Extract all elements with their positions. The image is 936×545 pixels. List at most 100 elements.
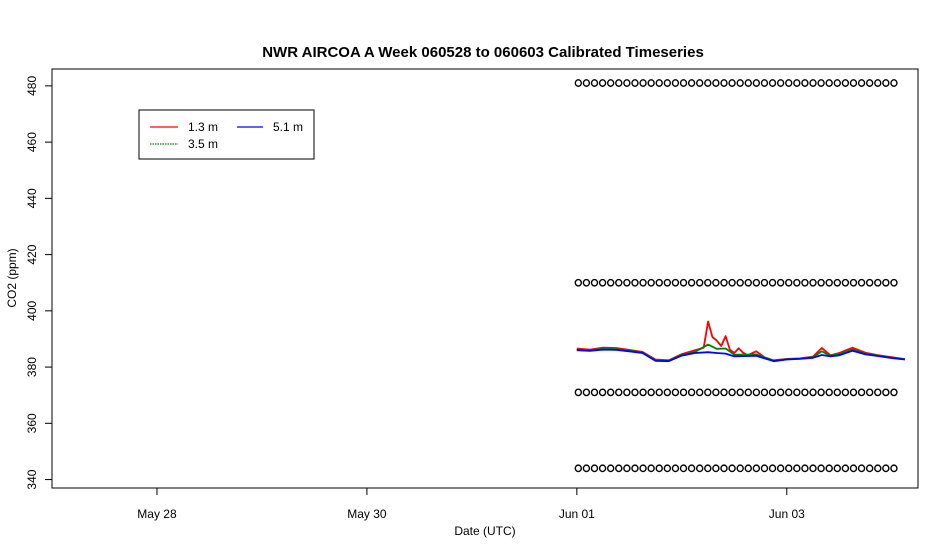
- reference-point: [736, 79, 744, 87]
- reference-point: [776, 278, 785, 287]
- reference-point: [841, 388, 850, 397]
- reference-point: [598, 79, 607, 87]
- reference-point: [696, 388, 704, 397]
- reference-point: [776, 464, 785, 473]
- reference-point: [736, 464, 744, 473]
- reference-point: [752, 464, 761, 473]
- reference-point: [874, 278, 882, 287]
- reference-point: [801, 278, 809, 287]
- reference-point: [736, 278, 744, 287]
- reference-point: [663, 388, 672, 397]
- reference-point: [679, 464, 688, 473]
- reference-point: [776, 388, 785, 397]
- reference-point: [598, 388, 607, 397]
- reference-point: [874, 388, 882, 397]
- reference-point: [606, 79, 615, 87]
- series-lines: [576, 320, 906, 363]
- reference-point: [785, 464, 793, 473]
- reference-point: [615, 79, 623, 87]
- reference-point: [623, 464, 631, 473]
- reference-point: [582, 278, 591, 287]
- reference-point: [752, 388, 761, 397]
- reference-point: [785, 388, 793, 397]
- reference-point: [857, 388, 866, 397]
- reference-point: [833, 79, 841, 87]
- reference-point: [793, 278, 801, 287]
- reference-point: [590, 278, 599, 287]
- reference-point: [865, 278, 874, 287]
- reference-point: [639, 278, 647, 287]
- reference-point: [655, 278, 663, 287]
- x-tick-label: May 30: [347, 507, 387, 521]
- reference-point: [760, 464, 769, 473]
- reference-point: [825, 388, 833, 397]
- reference-point: [752, 278, 761, 287]
- y-tick-label: 420: [25, 244, 39, 264]
- legend-box: [138, 109, 315, 160]
- reference-point: [647, 388, 655, 397]
- reference-point: [760, 79, 769, 87]
- reference-point: [655, 79, 663, 87]
- reference-point: [574, 278, 583, 287]
- y-axis-label: CO2 (ppm): [5, 248, 19, 307]
- reference-point: [647, 79, 655, 87]
- reference-point: [704, 464, 712, 473]
- y-tick-label: 440: [25, 188, 39, 208]
- reference-points: [574, 79, 898, 473]
- reference-point: [857, 79, 866, 87]
- reference-point: [574, 464, 583, 473]
- reference-point: [606, 388, 615, 397]
- reference-point: [687, 464, 696, 473]
- reference-point: [841, 79, 850, 87]
- reference-point: [696, 464, 704, 473]
- reference-point: [882, 388, 890, 397]
- reference-point: [865, 79, 874, 87]
- reference-point: [857, 464, 866, 473]
- reference-point: [849, 464, 858, 473]
- reference-point: [639, 79, 647, 87]
- reference-point: [882, 278, 890, 287]
- reference-point: [728, 388, 736, 397]
- reference-point: [598, 464, 607, 473]
- reference-point: [663, 464, 672, 473]
- reference-point: [874, 79, 882, 87]
- reference-point: [833, 464, 841, 473]
- x-tick-label: Jun 03: [769, 507, 805, 521]
- reference-point: [663, 79, 672, 87]
- reference-point: [809, 79, 817, 87]
- reference-point: [590, 79, 599, 87]
- reference-point: [720, 278, 728, 287]
- reference-point: [728, 79, 736, 87]
- reference-point: [760, 278, 769, 287]
- reference-point: [801, 464, 809, 473]
- reference-point: [720, 79, 728, 87]
- reference-point: [841, 278, 850, 287]
- reference-point: [849, 278, 858, 287]
- reference-point: [663, 278, 672, 287]
- reference-point: [712, 388, 720, 397]
- reference-point: [623, 388, 631, 397]
- reference-point: [825, 79, 833, 87]
- reference-point: [809, 464, 817, 473]
- reference-point: [671, 464, 680, 473]
- x-axis: May 28 May 30 Jun 01 Jun 03: [137, 488, 805, 521]
- reference-point: [768, 464, 777, 473]
- reference-point: [582, 464, 591, 473]
- reference-point: [720, 464, 728, 473]
- x-axis-label: Date (UTC): [454, 524, 515, 538]
- reference-point: [671, 388, 680, 397]
- reference-point: [679, 79, 688, 87]
- reference-point: [865, 464, 874, 473]
- reference-point: [768, 79, 777, 87]
- reference-point: [679, 388, 688, 397]
- reference-point: [809, 388, 817, 397]
- y-tick-label: 380: [25, 357, 39, 377]
- reference-point: [793, 388, 801, 397]
- reference-point: [647, 464, 655, 473]
- reference-point: [671, 278, 680, 287]
- y-axis: 340 360 380 400 420 440 460 480: [25, 76, 52, 490]
- reference-point: [785, 278, 793, 287]
- y-tick-label: 460: [25, 132, 39, 152]
- reference-point: [574, 388, 583, 397]
